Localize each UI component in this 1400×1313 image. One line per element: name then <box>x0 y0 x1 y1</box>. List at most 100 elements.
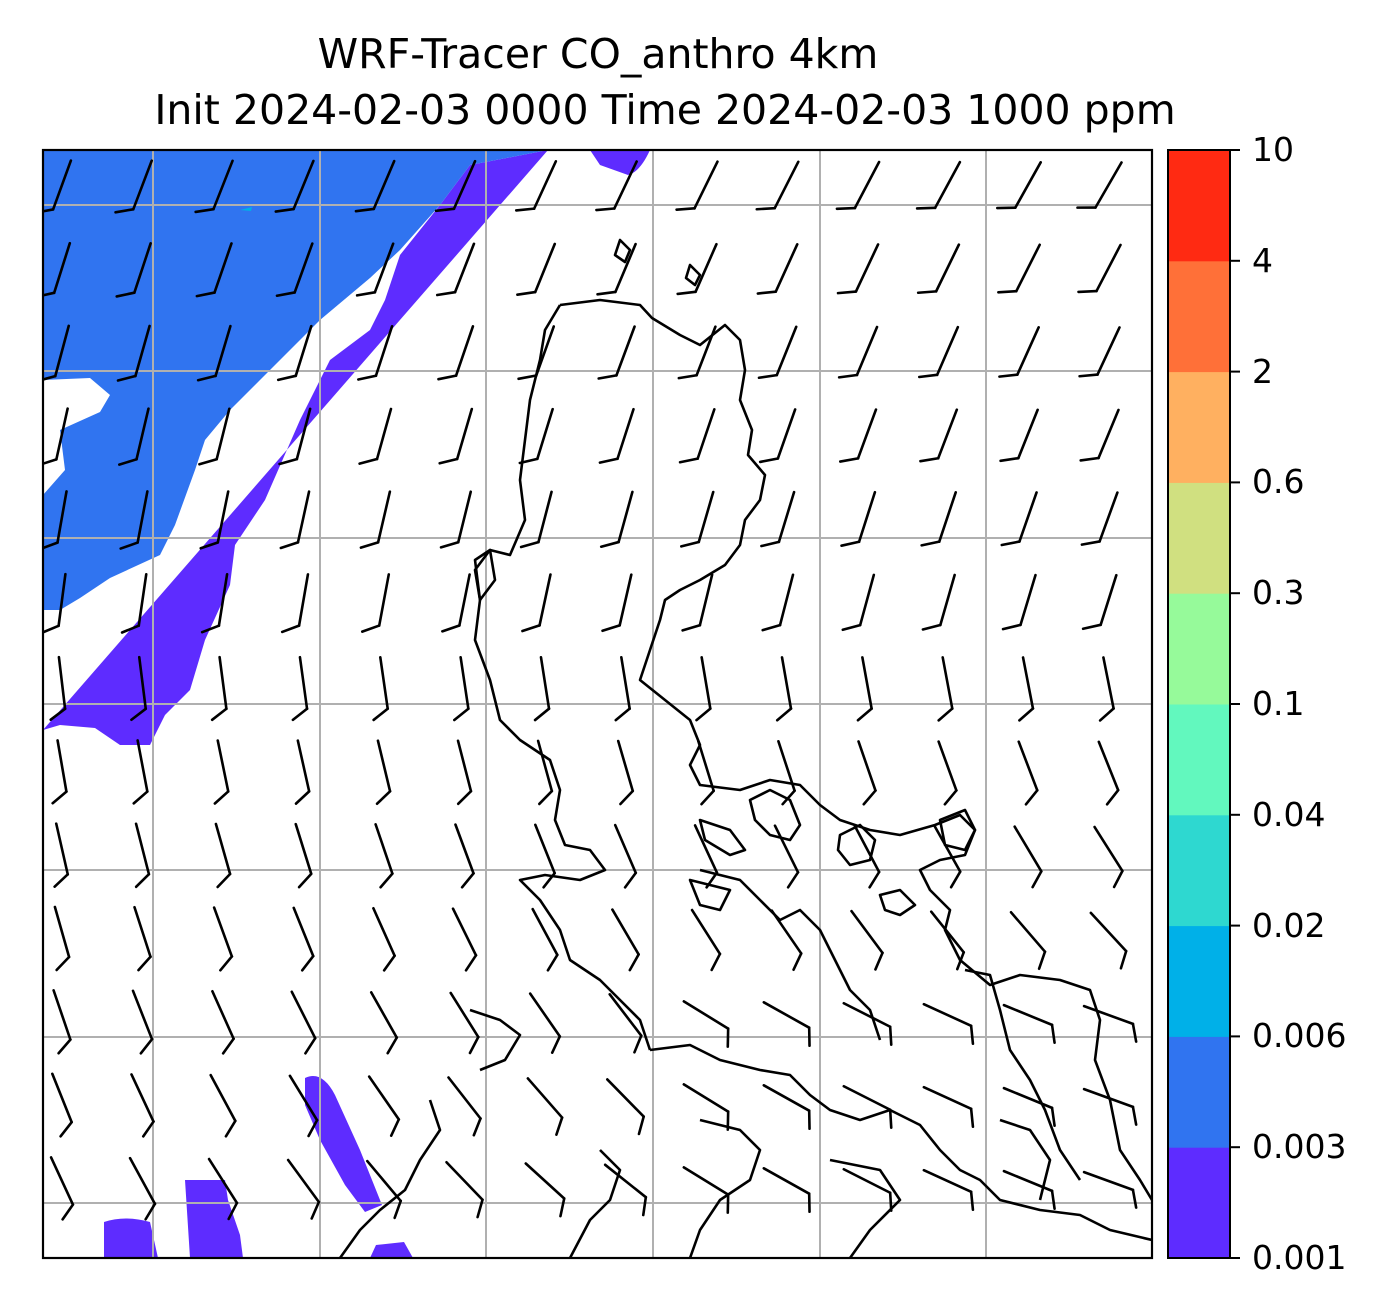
wind-barb-icon <box>853 824 881 889</box>
wind-barb-icon <box>134 822 151 889</box>
wind-barb-icon <box>1078 326 1121 378</box>
wind-barb-icon <box>929 910 966 971</box>
colorbar-tick-label: 2 <box>1252 351 1273 391</box>
colorbar-segment <box>1168 371 1230 483</box>
wind-barb-icon <box>915 160 962 210</box>
wind-barb-icon <box>757 325 798 380</box>
wind-barb-icon <box>937 656 954 722</box>
wind-barb-icon <box>614 656 631 722</box>
field-band-0001-south <box>104 1076 413 1258</box>
wind-barb-icon <box>1077 243 1122 294</box>
colorbar-segment <box>1168 925 1230 1037</box>
wind-barb-icon <box>697 739 715 806</box>
wind-barb-icon <box>49 655 67 721</box>
wind-barb-icon <box>841 573 876 632</box>
wind-barb-icon <box>531 907 559 972</box>
wind-barb-icon <box>693 824 719 889</box>
wind-barb-icon <box>850 909 884 971</box>
wind-barb-icon <box>937 740 958 806</box>
wind-barb-icon <box>603 1163 648 1217</box>
wind-barb-icon <box>770 909 803 972</box>
wind-barb-icon <box>212 906 234 972</box>
wind-barb-icon <box>678 408 716 464</box>
wind-barb-icon <box>369 991 399 1055</box>
wind-barb-icon <box>358 407 393 465</box>
wind-barb-icon <box>130 1073 155 1138</box>
wind-barb-icon <box>598 407 635 464</box>
wind-barb-icon <box>842 1167 893 1213</box>
colorbar-segment <box>1168 814 1230 927</box>
wind-barb-icon <box>856 656 873 722</box>
wind-barb-icon <box>294 739 311 805</box>
wind-barb-icon <box>290 990 317 1055</box>
wind-barb-icon <box>777 739 796 806</box>
colorbar-segment <box>1168 593 1230 705</box>
wind-barb-icon <box>53 822 70 888</box>
wind-barb-icon <box>1002 1003 1056 1044</box>
wind-barb-icon <box>355 242 395 297</box>
wind-barb-icon <box>916 243 961 295</box>
colorbar-tick-label: 0.3 <box>1252 573 1305 613</box>
wind-barb-icon <box>130 655 148 722</box>
wind-barb-icon <box>1098 656 1115 722</box>
wind-barb-icon <box>51 739 68 805</box>
wind-barb-icon <box>755 160 800 211</box>
wind-barb-icon <box>1001 573 1037 631</box>
wind-barb-icon <box>278 407 312 466</box>
wind-barb-icon <box>280 573 310 634</box>
wind-barb-icon <box>43 159 73 213</box>
wind-barb-icon <box>1081 573 1118 631</box>
wind-barb-icon <box>1093 825 1124 889</box>
wind-barb-icon <box>675 160 719 211</box>
wind-barb-icon <box>840 490 877 548</box>
wind-barb-icon <box>775 656 793 722</box>
wind-barb-icon <box>210 655 228 722</box>
wind-barb-icon <box>758 408 797 464</box>
wind-barb-icon <box>286 1158 321 1220</box>
wind-barb-icon <box>842 1084 893 1130</box>
wind-barb-icon <box>214 822 232 889</box>
wind-barb-icon <box>524 1162 566 1218</box>
wind-barb-icon <box>919 408 959 463</box>
wind-barb-icon <box>836 243 880 295</box>
colorbar-tick-label: 0.02 <box>1252 905 1326 945</box>
wind-barb-icon <box>195 242 233 298</box>
wind-barb-icon <box>116 324 151 382</box>
wind-barb-icon <box>441 573 471 633</box>
wind-barb-icon <box>595 160 638 212</box>
wind-barb-icon <box>456 739 473 806</box>
wind-barb-icon <box>1002 1169 1056 1210</box>
wind-barb-icon <box>526 1077 564 1136</box>
wind-barb-icon <box>360 573 391 633</box>
wind-barb-icon <box>596 242 637 296</box>
wind-barb-icon <box>999 408 1039 463</box>
colorbar-tick-label: 4 <box>1252 240 1273 280</box>
wind-barb-icon <box>756 243 799 295</box>
wind-barb-icon <box>1017 740 1039 806</box>
wind-barb-icon <box>682 1000 730 1048</box>
colorbar-tick-label: 0.1 <box>1252 684 1305 723</box>
wind-barb-icon <box>1013 825 1043 889</box>
colorbar-segment <box>1168 1147 1230 1259</box>
field-band-0001 <box>43 150 650 745</box>
map-frame <box>41 148 1154 1260</box>
wind-barb-icon <box>200 573 229 634</box>
plot-title-line-2: Init 2024-02-03 0000 Time 2024-02-03 100… <box>154 86 1176 134</box>
wind-barb-icon <box>760 490 796 548</box>
colorbar-segment <box>1168 482 1230 594</box>
wind-barb-icon <box>922 1085 975 1129</box>
wind-barb-icon <box>128 1156 157 1221</box>
wind-barb-icon <box>375 739 392 806</box>
wind-barb-icon <box>762 1084 811 1130</box>
wind-barb-icon <box>435 242 476 297</box>
wind-barb-icon <box>773 824 800 889</box>
wind-barb-icon <box>213 739 230 805</box>
wind-barb-icon <box>276 324 313 382</box>
wind-barb-icon <box>438 407 474 465</box>
wind-barb-icon <box>921 573 956 631</box>
wind-barb-icon <box>275 242 314 298</box>
wind-barb-icon <box>998 325 1040 378</box>
colorbar-tick-label: 0.6 <box>1252 462 1305 502</box>
wind-barb-icon <box>1002 1086 1056 1127</box>
